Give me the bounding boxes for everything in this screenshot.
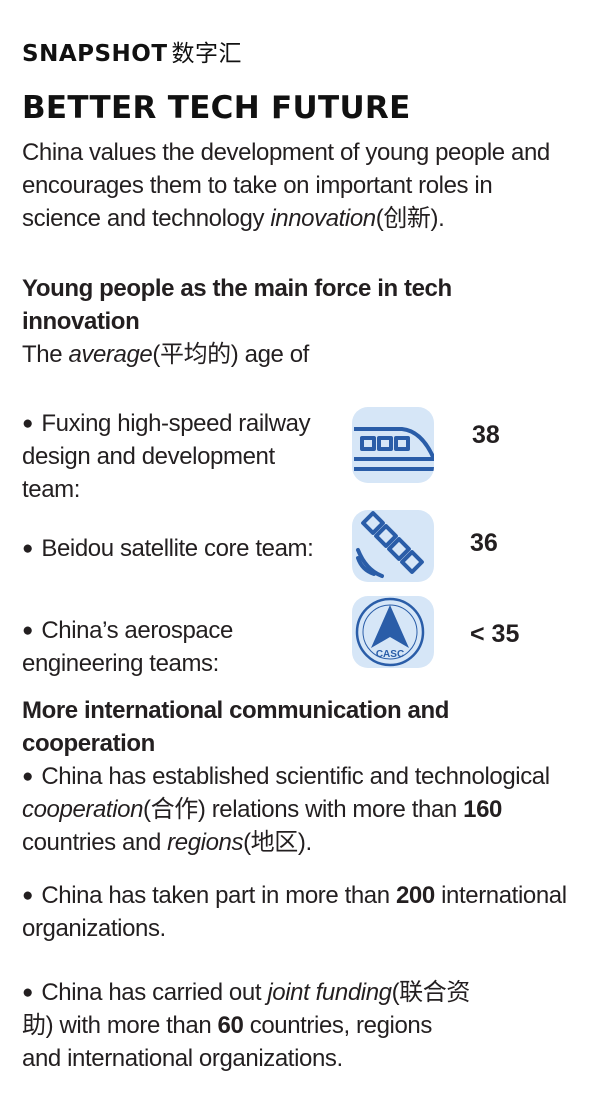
intro-gloss: (创新). [375,205,445,232]
stat-label: Beidou satellite core team: [41,535,314,562]
bullet-joint-funding: ● China has carried out joint funding(联合… [22,979,470,1072]
stat-number: 160 [463,796,502,823]
infographic: SNAPSHOT 数字汇 BETTER TECH FUTURE China val… [22,34,574,1075]
lead-post: age of [238,341,310,368]
stat-row-railway: ● Fuxing high-speed railway design and d… [22,407,574,515]
stat-label: China’s aerospace engineering teams: [22,617,233,677]
train-icon [352,407,434,483]
satellite-icon [352,510,434,582]
bullet-cooperation: ● China has established scientific and t… [22,763,550,856]
kicker-cn: 数字汇 [171,41,243,67]
stat-value: < 35 [470,620,520,648]
stat-label: Fuxing high-speed railway design and dev… [22,410,311,503]
lead-term: average [68,341,153,368]
stat-value: 38 [472,421,500,449]
section-title-young-people: Young people as the main force in tech i… [22,275,452,335]
stat-row-aerospace: ● China’s aerospace engineering teams: C… [22,594,574,684]
stat-number: 200 [395,882,435,909]
stat-number: 60 [217,1012,244,1039]
casc-logo-icon: CASC [352,596,434,668]
intro-term: innovation [270,205,376,232]
kicker-label: SNAPSHOT [22,41,168,67]
casc-logo-text: CASC [376,649,404,660]
headline: BETTER TECH FUTURE [22,90,411,126]
intro-text: China values the development of young pe… [22,139,550,232]
section-lead: The average(平均的) age of [22,338,574,371]
section-title-international: More international communication and coo… [22,697,449,757]
lead-pre: The [22,341,69,368]
stat-text: ● Fuxing high-speed railway design and d… [22,410,311,503]
bullet-organizations: ● China has taken part in more than 200 … [22,882,567,942]
stat-row-beidou: ● Beidou satellite core team: 36 [22,510,574,592]
kicker: SNAPSHOT 数字汇 [22,34,574,68]
lead-gloss: (平均的) [152,341,239,368]
stat-value: 36 [470,529,498,557]
stat-text: ● China’s aerospace engineering teams: [22,617,233,677]
intro-paragraph: China values the development of young pe… [22,136,574,235]
stat-text: ● Beidou satellite core team: [22,535,314,562]
